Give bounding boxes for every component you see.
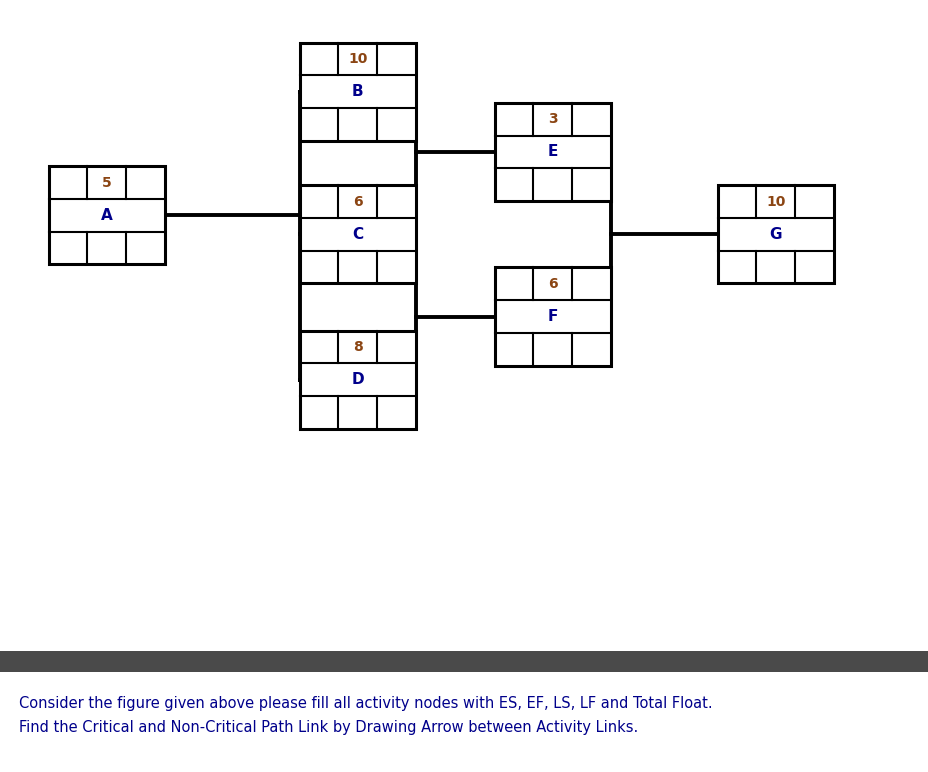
Bar (494, 103, 611, 201)
Bar (494, 267, 611, 366)
Text: 6: 6 (353, 195, 362, 208)
Bar (299, 42, 416, 141)
Text: B: B (352, 84, 363, 100)
Text: G: G (768, 227, 781, 242)
Text: E: E (547, 144, 558, 160)
Text: 3: 3 (548, 112, 557, 127)
Bar (716, 185, 833, 283)
Text: D: D (351, 372, 364, 388)
Text: 6: 6 (548, 277, 557, 291)
Bar (49, 166, 165, 264)
Text: 10: 10 (348, 52, 367, 66)
Bar (0, 651, 928, 672)
Text: F: F (547, 309, 558, 324)
Text: 10: 10 (766, 195, 784, 208)
Text: 8: 8 (353, 340, 362, 354)
Text: Consider the figure given above please fill all activity nodes with ES, EF, LS, : Consider the figure given above please f… (19, 696, 712, 735)
Text: A: A (101, 208, 112, 223)
Bar (299, 185, 416, 283)
Text: 5: 5 (102, 175, 111, 190)
Text: C: C (352, 227, 363, 242)
Bar (299, 330, 416, 429)
